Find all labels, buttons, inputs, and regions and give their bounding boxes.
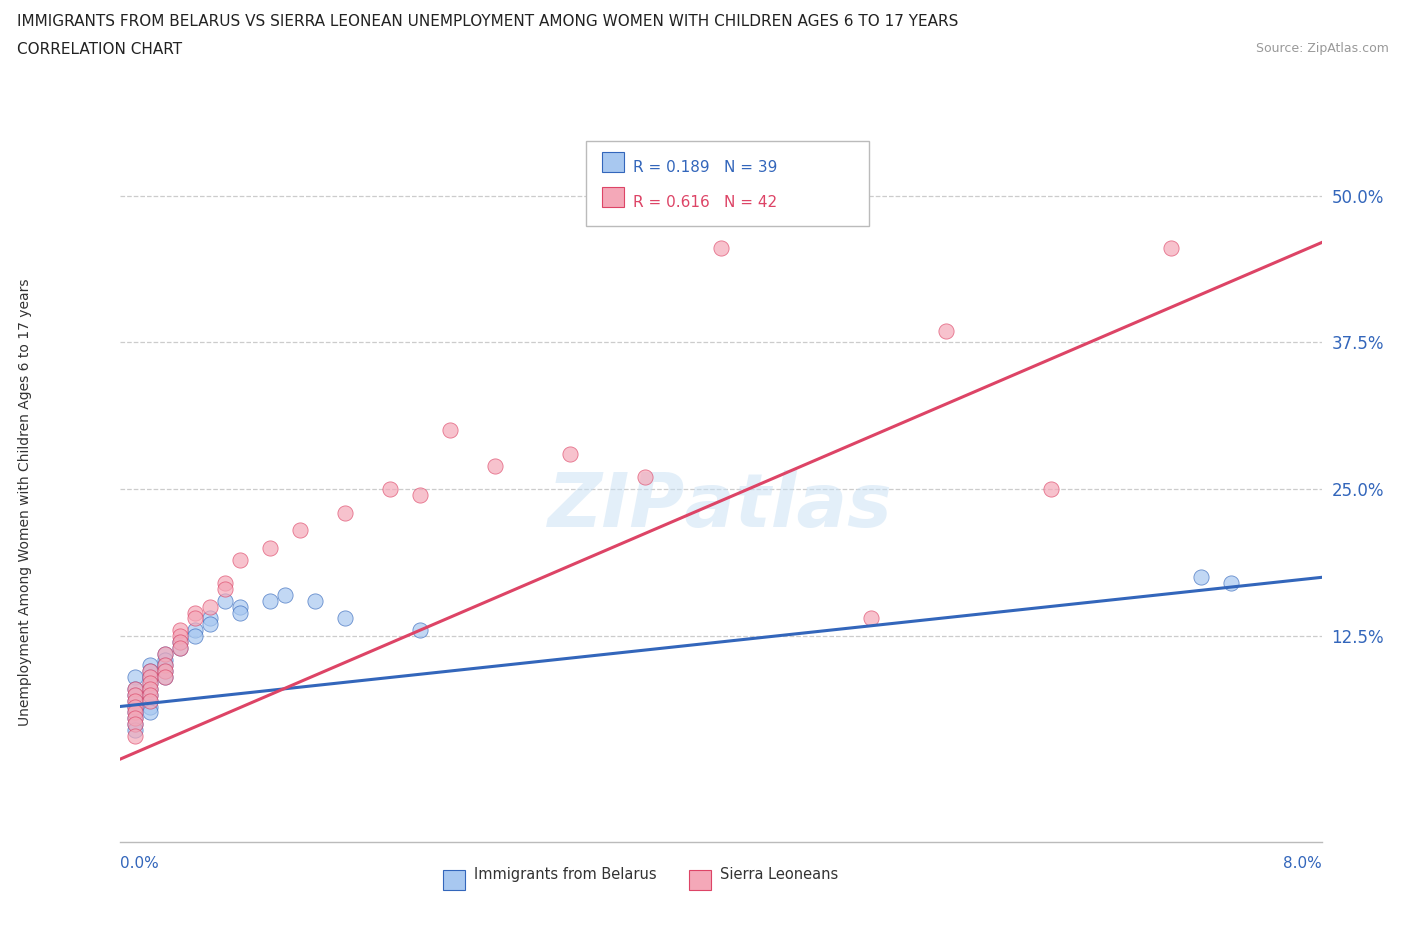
Point (935, 324, 957, 339)
Point (124, 723, 146, 737)
Text: Source: ZipAtlas.com: Source: ZipAtlas.com (1256, 42, 1389, 55)
Point (634, 470, 657, 485)
Point (138, 658, 160, 673)
Point (138, 693, 160, 708)
Point (333, 505, 356, 520)
Point (153, 646, 176, 661)
Point (214, 593, 236, 608)
Point (124, 693, 146, 708)
Point (124, 670, 146, 684)
Point (1189, 570, 1212, 585)
Point (138, 687, 160, 702)
Point (169, 634, 191, 649)
Point (484, 458, 506, 473)
Point (138, 670, 160, 684)
Point (169, 623, 191, 638)
Point (124, 705, 146, 720)
Text: ZIP​atlas: ZIP​atlas (548, 471, 893, 543)
Point (228, 599, 252, 614)
Point (153, 652, 176, 667)
Point (259, 593, 281, 608)
Point (378, 482, 401, 497)
Point (124, 682, 146, 697)
Point (409, 623, 432, 638)
Point (124, 687, 146, 702)
Text: R = 0.189: R = 0.189 (633, 160, 709, 175)
Point (138, 664, 160, 679)
Point (274, 588, 297, 603)
Point (409, 487, 432, 502)
Point (124, 717, 146, 732)
Point (124, 687, 146, 702)
Point (138, 664, 160, 679)
Point (124, 705, 146, 720)
Point (439, 423, 461, 438)
Point (228, 552, 252, 567)
Point (198, 611, 221, 626)
Point (169, 641, 191, 656)
Point (560, 446, 582, 461)
Point (304, 593, 326, 608)
Text: Unemployment Among Women with Children Ages 6 to 17 years: Unemployment Among Women with Children A… (18, 278, 32, 726)
Point (333, 611, 356, 626)
Point (859, 611, 882, 626)
Point (138, 670, 160, 684)
Point (124, 693, 146, 708)
Point (228, 605, 252, 620)
Point (214, 581, 236, 596)
Text: 8.0%: 8.0% (1282, 856, 1322, 870)
Point (198, 599, 221, 614)
Point (153, 664, 176, 679)
Point (138, 675, 160, 690)
Point (198, 617, 221, 631)
Point (183, 611, 205, 626)
Point (124, 711, 146, 725)
Point (138, 699, 160, 714)
Point (124, 699, 146, 714)
Point (124, 728, 146, 743)
Point (153, 664, 176, 679)
Point (138, 682, 160, 697)
Point (169, 641, 191, 656)
Point (1160, 241, 1182, 256)
Point (138, 675, 160, 690)
Point (183, 605, 205, 620)
Point (153, 658, 176, 673)
Point (169, 634, 191, 649)
Point (138, 682, 160, 697)
Point (183, 629, 205, 644)
Point (124, 717, 146, 732)
Point (124, 699, 146, 714)
Point (169, 629, 191, 644)
Point (288, 523, 311, 538)
Point (124, 682, 146, 697)
Text: R = 0.616: R = 0.616 (633, 195, 710, 210)
Text: 0.0%: 0.0% (120, 856, 159, 870)
Point (183, 623, 205, 638)
Point (214, 576, 236, 591)
Point (138, 705, 160, 720)
Point (153, 670, 176, 684)
Point (1220, 576, 1243, 591)
Point (259, 540, 281, 555)
Point (153, 670, 176, 684)
Point (138, 693, 160, 708)
Text: N = 39: N = 39 (724, 160, 778, 175)
Text: IMMIGRANTS FROM BELARUS VS SIERRA LEONEAN UNEMPLOYMENT AMONG WOMEN WITH CHILDREN: IMMIGRANTS FROM BELARUS VS SIERRA LEONEA… (17, 14, 959, 29)
Text: N = 42: N = 42 (724, 195, 778, 210)
Point (138, 687, 160, 702)
Point (1040, 482, 1063, 497)
Point (124, 711, 146, 725)
Point (709, 241, 731, 256)
Text: CORRELATION CHART: CORRELATION CHART (17, 42, 181, 57)
Point (153, 646, 176, 661)
Point (153, 658, 176, 673)
Text: Immigrants from Belarus: Immigrants from Belarus (474, 867, 657, 882)
Text: Sierra Leoneans: Sierra Leoneans (720, 867, 838, 882)
